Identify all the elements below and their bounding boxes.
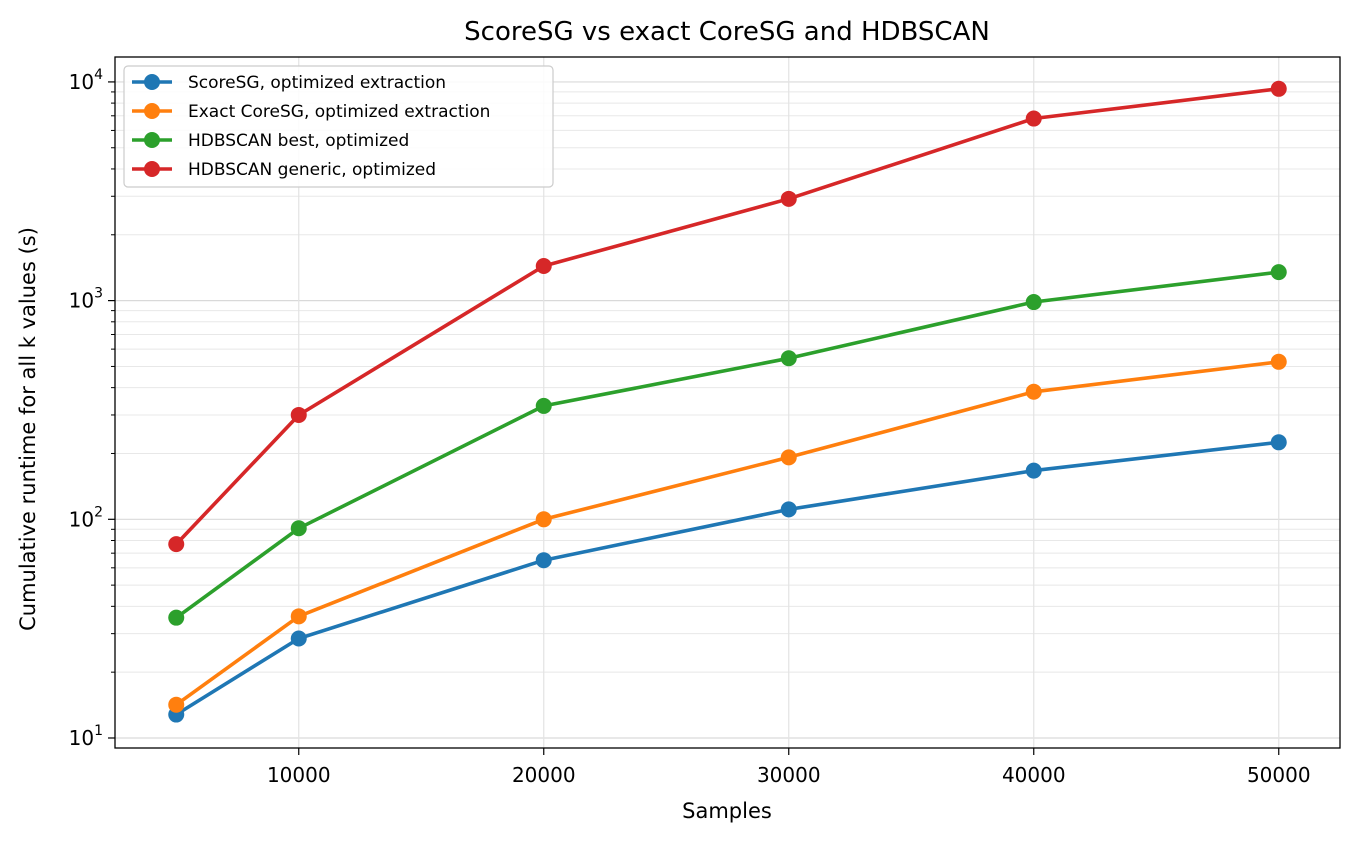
data-point <box>1025 294 1042 311</box>
data-point <box>1025 383 1042 400</box>
series-2 <box>168 353 1287 713</box>
legend-marker <box>144 161 160 177</box>
legend-item: HDBSCAN generic, optimized <box>132 160 436 180</box>
series-line <box>175 440 1280 717</box>
plot-frame <box>114 56 1341 749</box>
y-axis-label: Cumulative runtime for all k values (s) <box>16 227 40 631</box>
series-line <box>175 270 1280 620</box>
legend-label: Exact CoreSG, optimized extraction <box>188 102 490 122</box>
y-tick-label: 103 <box>69 286 103 313</box>
data-point <box>168 536 185 553</box>
legend-marker <box>144 103 160 119</box>
x-tick-label: 20000 <box>512 763 576 787</box>
x-axis-label: Samples <box>682 799 772 823</box>
legend: ScoreSG, optimized extraction Exact CoreS… <box>123 65 554 188</box>
data-point <box>780 190 797 207</box>
data-point <box>290 608 307 625</box>
data-point <box>535 511 552 528</box>
legend-label: ScoreSG, optimized extraction <box>188 73 446 93</box>
data-point <box>1270 80 1287 97</box>
y-tick-label: 101 <box>69 723 103 750</box>
legend-label: HDBSCAN best, optimized <box>188 131 409 151</box>
legend-item: HDBSCAN best, optimized <box>132 131 409 151</box>
data-point <box>780 449 797 466</box>
data-point <box>535 397 552 414</box>
legend-marker <box>144 132 160 148</box>
series-line <box>175 360 1280 707</box>
series-4 <box>168 80 1287 553</box>
chart-title: ScoreSG vs exact CoreSG and HDBSCAN <box>464 17 990 47</box>
series-group <box>168 80 1287 723</box>
data-point <box>535 257 552 274</box>
x-tick-label: 40000 <box>1002 763 1066 787</box>
data-point <box>168 609 185 626</box>
data-point <box>1025 462 1042 479</box>
legend-marker <box>144 74 160 90</box>
data-point <box>1270 434 1287 451</box>
y-tick-label: 102 <box>69 504 103 531</box>
data-point <box>1025 110 1042 127</box>
x-tick-label: 10000 <box>267 763 331 787</box>
y-tick-label: 104 <box>69 67 103 94</box>
data-point <box>290 520 307 537</box>
legend-item: ScoreSG, optimized extraction <box>132 73 446 93</box>
x-tick-label: 30000 <box>757 763 821 787</box>
data-point <box>168 696 185 713</box>
data-point <box>290 630 307 647</box>
legend-box <box>123 65 554 188</box>
data-point <box>290 406 307 423</box>
data-point <box>1270 353 1287 370</box>
legend-label: HDBSCAN generic, optimized <box>188 160 436 180</box>
series-line <box>174 87 1280 546</box>
x-axis: 10000 20000 30000 40000 50000 <box>267 748 1311 787</box>
x-tick-label: 50000 <box>1247 763 1311 787</box>
data-point <box>535 552 552 569</box>
legend-item: Exact CoreSG, optimized extraction <box>132 102 490 122</box>
data-point <box>1270 264 1287 281</box>
y-axis: 101 102 103 104 <box>69 67 115 750</box>
data-point <box>780 350 797 367</box>
data-point <box>780 501 797 518</box>
series-3 <box>168 264 1287 626</box>
